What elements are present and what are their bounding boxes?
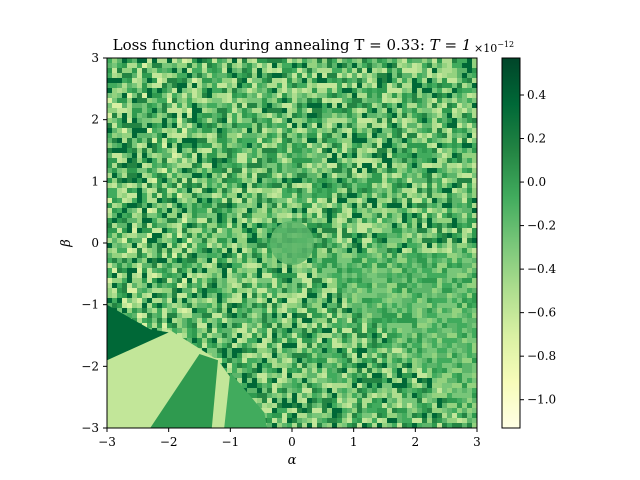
colorbar-tick-label: 0.2 (527, 132, 546, 146)
colorbar-tick-label: −0.6 (527, 306, 556, 320)
colorbar-scale-base: ×10 (474, 42, 497, 55)
wedge-mid (150, 354, 218, 428)
x-tick-label: −2 (160, 435, 178, 449)
colorbar-tick-label: 0.0 (527, 175, 546, 189)
wedge-dark (107, 304, 169, 361)
colorbar-tick-label: −0.2 (527, 219, 556, 233)
x-axis-label: α (288, 453, 297, 468)
y-tick-label: −3 (81, 421, 99, 435)
chart-title-text: Loss function during annealing T = 0.33: (113, 36, 430, 54)
chart-title: Loss function during annealing T = 0.33:… (113, 36, 472, 54)
heatmap (107, 58, 477, 428)
central-patch (270, 221, 314, 265)
y-tick-label: 2 (91, 113, 99, 127)
colorbar-tick-label: −0.4 (527, 262, 557, 276)
x-tick-label: −1 (221, 435, 239, 449)
x-tick-label: 0 (288, 435, 296, 449)
y-axis: −3 −2 −1 0 1 2 3 (81, 51, 107, 435)
y-tick-label: −1 (81, 298, 99, 312)
y-tick-label: 0 (91, 236, 99, 250)
y-axis-label: β (59, 239, 74, 248)
x-tick-label: 2 (412, 435, 420, 449)
colorbar-scale-exp: −12 (497, 40, 514, 49)
wedge-mid-2 (224, 372, 268, 428)
x-axis: −3 −2 −1 0 1 2 3 (98, 428, 481, 449)
colorbar-tick-label: −1.0 (527, 393, 556, 407)
colorbar (501, 57, 521, 429)
chart-title-math: T = 1 (430, 36, 472, 54)
y-tick-label: 3 (91, 51, 99, 65)
x-tick-label: −3 (98, 435, 116, 449)
colorbar-scale: ×10−12 (474, 40, 514, 55)
colorbar-tick-label: −0.8 (527, 349, 556, 363)
colorbar-ticks: −1.0 −0.8 −0.6 −0.4 −0.2 0.0 0.2 0.4 (520, 88, 557, 407)
y-tick-label: −2 (81, 359, 99, 373)
y-tick-label: 1 (91, 174, 99, 188)
x-tick-label: 1 (350, 435, 358, 449)
colorbar-tick-label: 0.4 (527, 88, 546, 102)
x-tick-label: 3 (473, 435, 481, 449)
